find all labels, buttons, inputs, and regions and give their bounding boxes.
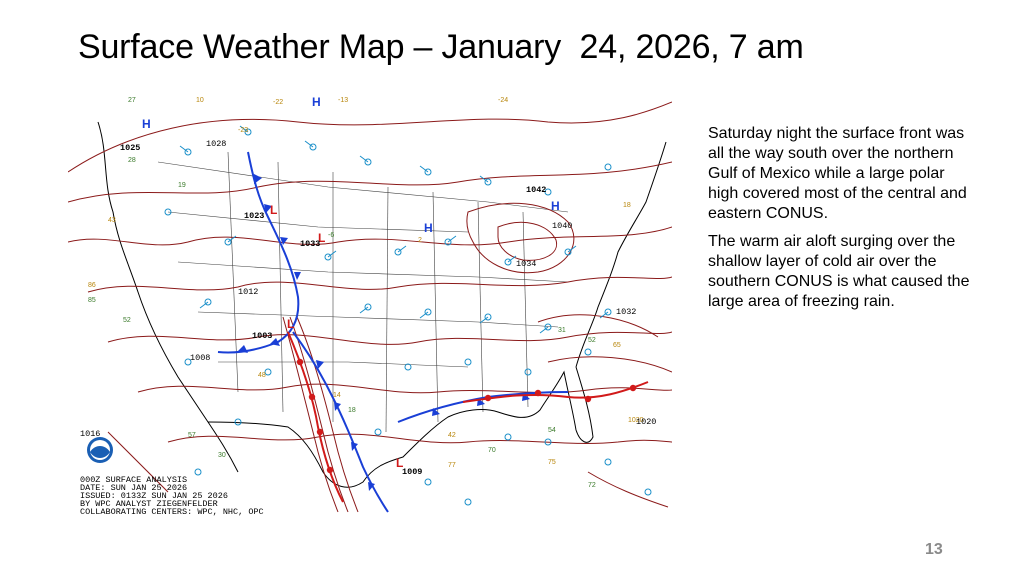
pressure-label-1042: 1042 (526, 185, 547, 195)
svg-text:-24: -24 (498, 97, 508, 104)
svg-text:2: 2 (418, 237, 422, 244)
svg-text:18: 18 (348, 407, 356, 414)
low-center-1: L (270, 203, 277, 217)
svg-text:-23: -23 (238, 127, 248, 134)
svg-text:85: 85 (88, 297, 96, 304)
high-center-north: H (312, 95, 321, 109)
pressure-label-1034: 1034 (516, 259, 537, 269)
svg-text:65: 65 (613, 342, 621, 349)
pressure-label-1025: 1025 (120, 143, 141, 153)
west-coast-line (97, 121, 239, 473)
low-center-3: L (287, 317, 294, 331)
svg-text:43: 43 (108, 217, 116, 224)
svg-text:77: 77 (448, 462, 456, 469)
analysis-header-line-5: COLLABORATING CENTERS: WPC, NHC, OPC (80, 507, 264, 517)
svg-text:42: 42 (448, 432, 456, 439)
analysis-header-line-2: DATE: SUN JAN 25 2026 (80, 483, 188, 493)
low-center-gulf: L (396, 456, 403, 470)
slide-title: Surface Weather Map – January 24, 2026, … (78, 28, 804, 66)
high-center-east: H (551, 199, 560, 213)
svg-text:75: 75 (548, 459, 556, 466)
weather-map-canvas: 27 10 -22 -13 -24 -23 28 19 -6 2 43 86 85 52 48… (68, 95, 672, 513)
gulf-coast-line (207, 366, 594, 488)
svg-text:57: 57 (188, 432, 196, 439)
pressure-label-1028: 1028 (206, 139, 227, 149)
svg-text:52: 52 (588, 337, 596, 344)
cold-front (217, 151, 569, 513)
svg-text:27: 27 (128, 97, 136, 104)
svg-text:1020: 1020 (628, 417, 644, 424)
svg-text:31: 31 (558, 327, 566, 334)
pressure-label-1020: 1020 (636, 417, 657, 427)
pressure-label-1016: 1016 (80, 429, 101, 439)
pressure-label-1023: 1023 (244, 211, 265, 221)
surface-weather-map: 27 10 -22 -13 -24 -23 28 19 -6 2 43 86 85 52 48… (68, 92, 672, 518)
analysis-header-line-3: ISSUED: 0133Z SUN JAN 25 2026 (80, 491, 228, 501)
svg-text:52: 52 (123, 317, 131, 324)
pressure-label-1008: 1008 (190, 353, 211, 363)
svg-text:70: 70 (488, 447, 496, 454)
svg-text:10: 10 (196, 97, 204, 104)
pressure-centers: H H H H L L L L (142, 95, 560, 470)
pressure-label-1032: 1032 (616, 307, 637, 317)
svg-text:30: 30 (218, 452, 226, 459)
pressure-label-1003: 1003 (252, 331, 273, 341)
page-number: 13 (925, 541, 943, 558)
state-borders (157, 151, 569, 433)
high-center-central: H (424, 221, 433, 235)
pressure-label-1040: 1040 (552, 221, 573, 231)
pressure-label-1009: 1009 (402, 467, 423, 477)
noaa-logo (87, 437, 113, 463)
analysis-header-line-1: 000Z SURFACE ANALYSIS (80, 475, 188, 485)
pressure-label-1012: 1012 (238, 287, 259, 297)
svg-text:28: 28 (128, 157, 136, 164)
east-coast-line (575, 141, 667, 368)
low-center-2: L (318, 231, 325, 245)
caption-paragraph-1: Saturday night the surface front was all… (708, 125, 967, 222)
analysis-header-line-4: BY WPC ANALYST ZIEGENFELDER (80, 499, 218, 509)
caption-paragraph-2: The warm air aloft surging over the shal… (708, 233, 970, 310)
svg-text:14: 14 (333, 392, 341, 399)
svg-text:48: 48 (258, 372, 266, 379)
svg-text:-22: -22 (273, 99, 283, 106)
svg-text:86: 86 (88, 282, 96, 289)
station-plots (164, 125, 652, 506)
isobars (68, 101, 672, 513)
svg-text:19: 19 (178, 182, 186, 189)
svg-text:18: 18 (623, 202, 631, 209)
svg-text:72: 72 (588, 482, 596, 489)
high-center-west: H (142, 117, 151, 131)
coastlines (97, 121, 667, 488)
svg-text:54: 54 (548, 427, 556, 434)
station-values: 27 10 -22 -13 -24 -23 28 19 -6 2 43 86 85 52 48… (88, 97, 644, 489)
svg-text:-6: -6 (328, 232, 334, 239)
svg-text:-13: -13 (338, 97, 348, 104)
warm-front (287, 331, 649, 503)
pressure-label-1033: 1033 (300, 239, 321, 249)
slide-caption: Saturday night the surface front was all… (708, 124, 978, 320)
